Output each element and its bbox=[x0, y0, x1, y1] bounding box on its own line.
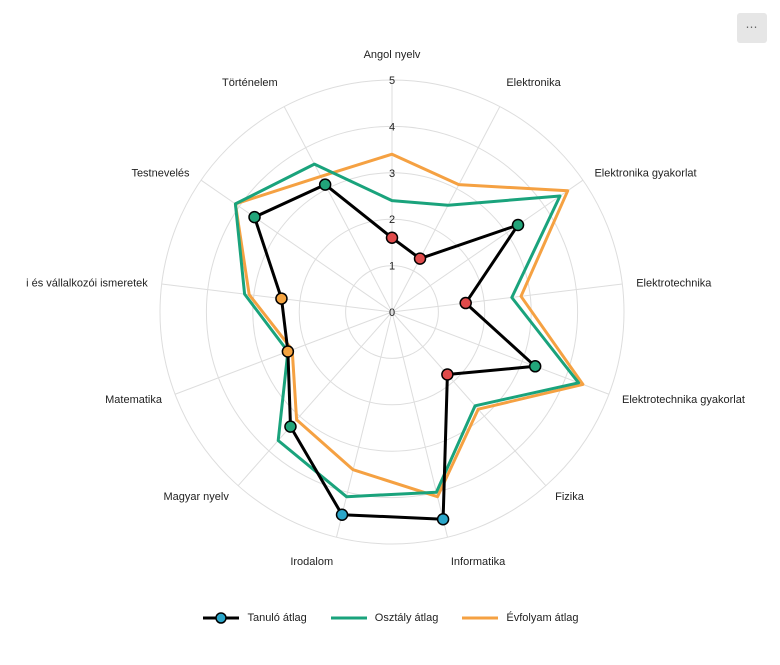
axis-label: Testnevelés bbox=[131, 167, 190, 179]
axis-spoke bbox=[391, 311, 449, 538]
legend-swatch-evfolyam bbox=[462, 616, 499, 620]
axis-label: Elektrotechnika bbox=[636, 277, 712, 289]
axis-label: i és vállalkozói ismeretek bbox=[26, 277, 148, 289]
tick-label: 0 bbox=[389, 307, 395, 319]
series-points bbox=[248, 178, 542, 526]
axis-label: Történelem bbox=[222, 77, 278, 89]
tick-label: 1 bbox=[389, 261, 395, 273]
data-point[interactable] bbox=[385, 231, 399, 245]
data-point[interactable] bbox=[281, 345, 295, 358]
axis-label: Fizika bbox=[555, 491, 585, 503]
legend-item-evfolyam[interactable]: Évfolyam átlag bbox=[460, 612, 579, 624]
axis-label: Informatika bbox=[451, 556, 506, 568]
axis-label: Matematika bbox=[105, 394, 163, 406]
axis-spoke bbox=[391, 311, 547, 486]
tick-label: 2 bbox=[389, 214, 395, 226]
axis-spoke bbox=[283, 106, 393, 313]
axis-spoke bbox=[200, 179, 393, 313]
legend-swatch-osztaly bbox=[330, 616, 367, 620]
axis-label: Elektronika bbox=[506, 77, 561, 89]
series-lines bbox=[233, 152, 585, 521]
radar-chart: Angol nyelv Elektronika Elektronika gyakor… bbox=[26, 49, 745, 568]
data-point[interactable] bbox=[318, 178, 332, 191]
axis-spoke bbox=[391, 179, 584, 313]
axis-spoke bbox=[391, 311, 610, 395]
tick-label: 5 bbox=[389, 75, 395, 87]
axis-label: Irodalom bbox=[290, 556, 333, 568]
legend-label-evfolyam: Évfolyam átlag bbox=[506, 612, 579, 624]
axis-spoke bbox=[335, 311, 393, 538]
axis-spoke bbox=[391, 283, 623, 313]
data-point[interactable] bbox=[284, 420, 297, 433]
chart-menu-button[interactable]: ⋯ bbox=[737, 13, 767, 43]
legend-label-tanulo: Tanuló átlag bbox=[247, 612, 307, 624]
data-point[interactable] bbox=[248, 210, 261, 224]
axis-spoke bbox=[391, 106, 501, 313]
data-point[interactable] bbox=[528, 360, 542, 373]
data-point[interactable] bbox=[459, 296, 472, 310]
legend-item-tanulo[interactable]: Tanuló átlag bbox=[201, 612, 307, 624]
data-point[interactable] bbox=[275, 292, 288, 305]
data-point[interactable] bbox=[335, 508, 349, 521]
axis-label: Elektronika gyakorlat bbox=[594, 167, 696, 179]
series-line-1 bbox=[233, 162, 581, 499]
axis-label: Elektrotechnika gyakorlat bbox=[622, 394, 745, 406]
legend: Tanuló átlag Osztály átlag Évfolyam átla… bbox=[0, 612, 780, 624]
data-point[interactable] bbox=[436, 512, 450, 526]
series-line-0 bbox=[253, 183, 537, 521]
data-point[interactable] bbox=[511, 218, 525, 232]
axis-label: Magyar nyelv bbox=[163, 491, 229, 503]
data-point[interactable] bbox=[413, 252, 427, 265]
legend-label-osztaly: Osztály átlag bbox=[374, 612, 439, 624]
legend-item-osztaly[interactable]: Osztály átlag bbox=[329, 612, 439, 624]
axis-spoke bbox=[237, 311, 393, 486]
tick-label: 3 bbox=[389, 168, 395, 180]
tick-label: 4 bbox=[389, 121, 395, 133]
data-point[interactable] bbox=[441, 368, 454, 381]
axis-labels: Angol nyelv Elektronika Elektronika gyakor… bbox=[26, 49, 745, 568]
tick-labels: 0 1 2 3 4 5 bbox=[389, 75, 395, 319]
radar-grid bbox=[159, 79, 625, 545]
legend-swatch-tanulo bbox=[203, 612, 240, 624]
axis-label: Angol nyelv bbox=[364, 49, 421, 61]
